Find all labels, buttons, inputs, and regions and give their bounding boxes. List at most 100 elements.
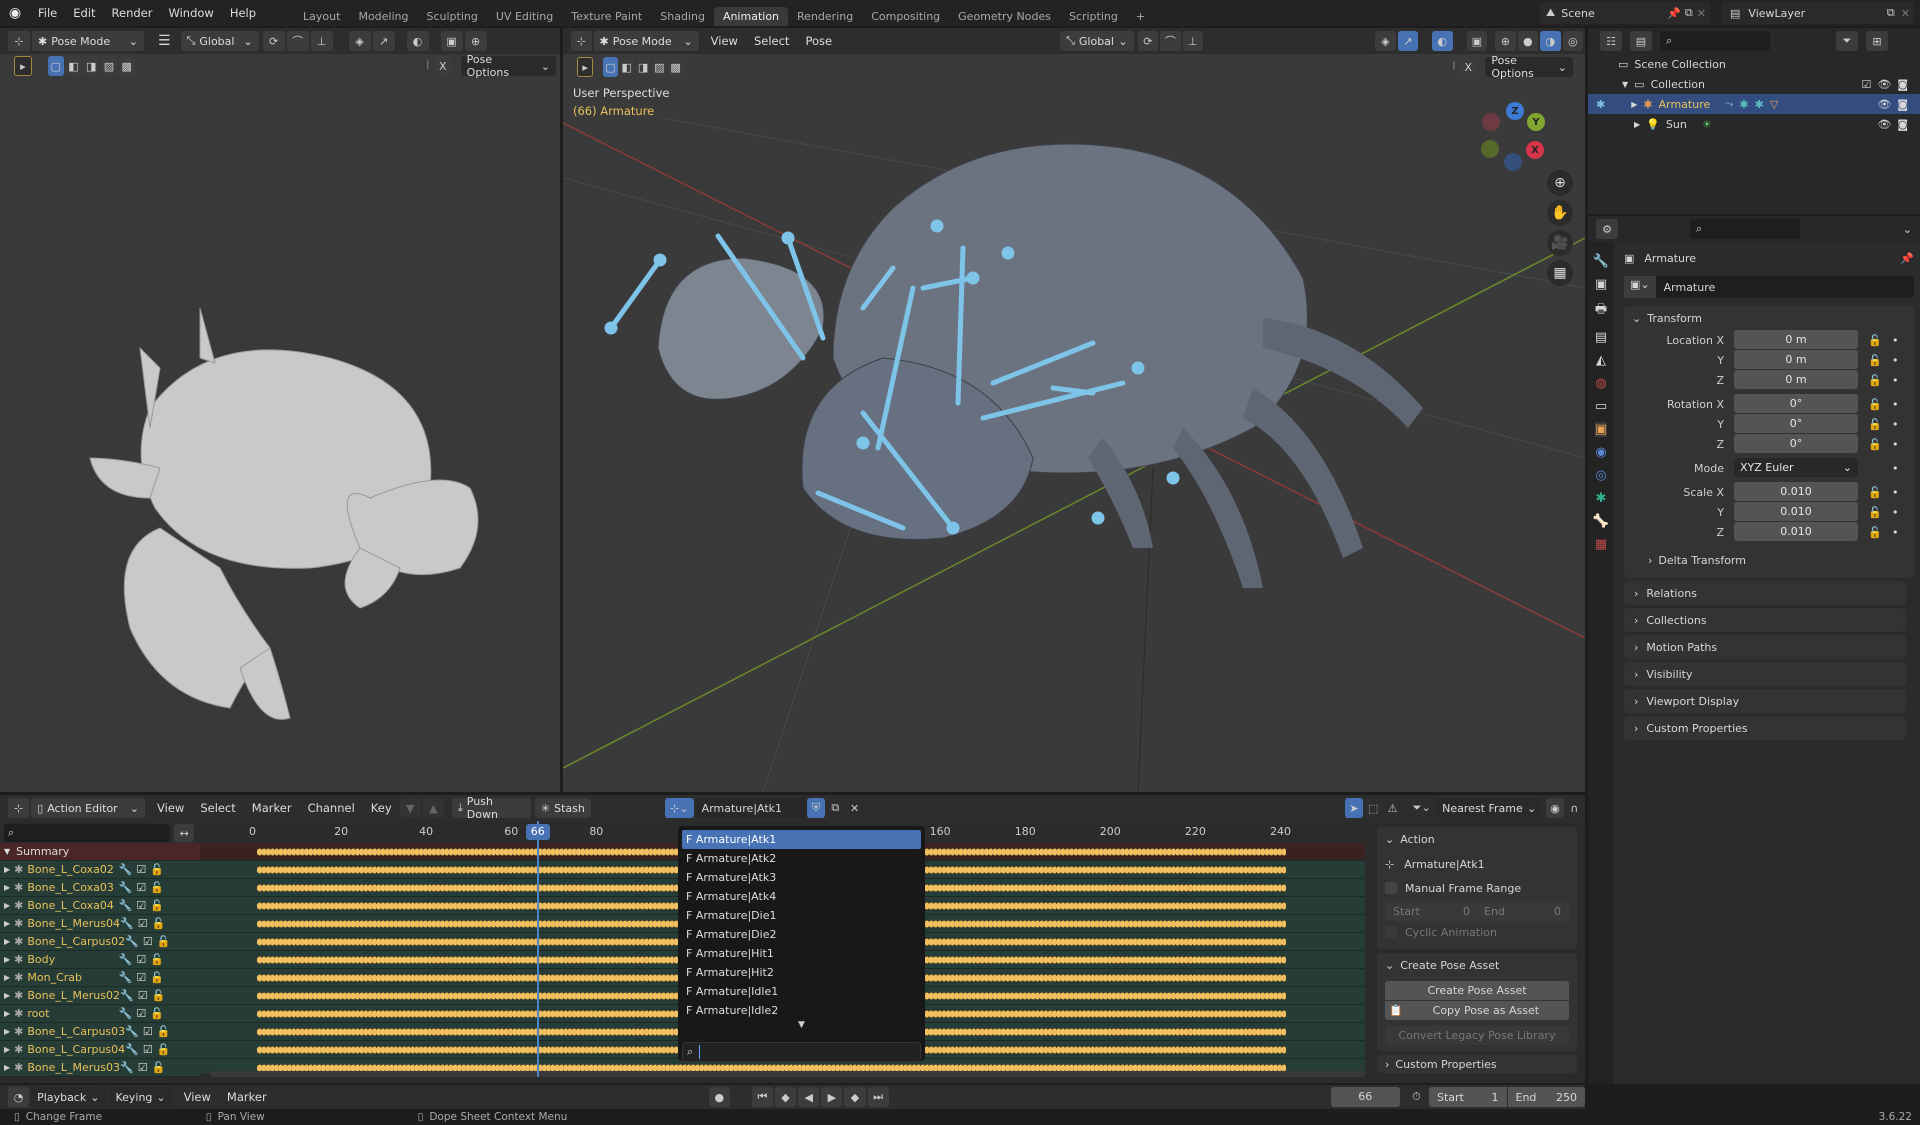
play-tool-icon[interactable]: ▸	[577, 57, 594, 77]
location-x-field[interactable]: 0 m	[1734, 330, 1858, 349]
playhead[interactable]	[536, 821, 539, 1077]
filter-icon[interactable]: ⏷	[1836, 31, 1858, 51]
tab-layout[interactable]: Layout	[303, 10, 341, 23]
action-list-item[interactable]: F Armature|Atk2	[686, 852, 777, 865]
modifier-wrench-icon[interactable]: 🔧	[120, 917, 134, 930]
camera-render-icon[interactable]: ◙	[1897, 117, 1908, 131]
current-frame-indicator[interactable]: 66	[525, 824, 550, 840]
lock-icon[interactable]: 🔓	[1868, 397, 1882, 411]
lock-icon[interactable]: 🔓	[1868, 333, 1882, 347]
expand-icon[interactable]: ▶	[4, 955, 11, 964]
modifier-wrench-icon[interactable]: 🔧	[120, 1061, 134, 1074]
select-invert-icon[interactable]: ▨	[652, 57, 667, 77]
collection-row[interactable]: ▼ ▭ Collection ☑ 👁 ◙	[1588, 74, 1920, 94]
shading-rendered-icon[interactable]: ◎	[1562, 31, 1584, 51]
lock-icon[interactable]: 🔓	[156, 935, 171, 948]
object-tab-icon[interactable]: ▣	[1594, 422, 1608, 437]
manual-frame-range-checkbox[interactable]: Manual Frame Range	[1385, 877, 1569, 899]
only-errors-icon[interactable]: ⚠	[1387, 801, 1398, 815]
menu-select[interactable]: Select	[753, 34, 790, 48]
lock-icon[interactable]: 🔓	[1868, 485, 1882, 499]
lock-icon[interactable]: 🔓	[151, 917, 166, 930]
shading-solid-icon[interactable]: ●	[1517, 31, 1539, 51]
main-viewport[interactable]: ⊹ ✱ Pose Mode ⌄ View Select Pose ⤡ Global ⌄ …	[563, 28, 1585, 792]
new-action-icon[interactable]: ⧉	[831, 801, 840, 814]
record-icon[interactable]: ●	[708, 1087, 730, 1107]
keyframe-dot-icon[interactable]: •	[1892, 461, 1899, 475]
eye-icon[interactable]: 👁	[1877, 77, 1892, 91]
delta-transform-subpanel[interactable]: › Delta Transform	[1624, 548, 1914, 572]
pin-icon[interactable]: 📌	[1667, 6, 1681, 20]
select-extend-icon[interactable]: ◧	[65, 56, 82, 76]
lock-icon[interactable]: 🔓	[150, 953, 164, 966]
physics-tab-icon[interactable]: ◉	[1595, 445, 1607, 460]
tool-tab-icon[interactable]: 🔧	[1592, 254, 1610, 269]
fit-horizontal-icon[interactable]: ↔	[174, 824, 194, 842]
relations-panel[interactable]: › Relations	[1624, 581, 1906, 605]
lock-icon[interactable]: 🔓	[1868, 373, 1882, 387]
start-frame-field[interactable]: Start 1	[1429, 1087, 1507, 1107]
xray-icon[interactable]: ▣	[440, 31, 463, 51]
left-viewport[interactable]: ⊹ ✱ Pose Mode ⌄ ☰ ⤡ Global ⌄ ⟳ ⌒ ⊥ ◈ ↗ ◐ ▣ ⊕…	[0, 28, 560, 792]
outliner-item-armature[interactable]: ✱ ▶ ✱ Armature ⤳ ✱ ✱ ▽ 👁 ◙	[1588, 94, 1920, 114]
scale-y-field[interactable]: 0.010	[1734, 502, 1858, 521]
pivot-icon[interactable]: ⟳	[262, 31, 285, 51]
only-selected-icon[interactable]: ➤	[1345, 798, 1363, 818]
expand-icon[interactable]: ▶	[4, 919, 11, 928]
create-pose-asset-button[interactable]: Create Pose Asset	[1385, 981, 1569, 1000]
lock-icon[interactable]: 🔓	[150, 863, 164, 876]
end-field[interactable]: 0	[1554, 904, 1561, 918]
mirror-icon[interactable]: ⦚	[1452, 60, 1456, 73]
gizmo-z[interactable]: Z	[1506, 102, 1524, 120]
select-new-icon[interactable]: ▢	[603, 57, 618, 77]
menu-select[interactable]: Select	[200, 801, 236, 815]
eye-icon[interactable]: 👁	[1877, 117, 1892, 131]
action-list-item[interactable]: F Armature|Idle2	[686, 1004, 779, 1017]
expand-icon[interactable]: ▶	[4, 991, 11, 1000]
orientation-selector[interactable]: ⤡ Global ⌄	[180, 31, 259, 51]
modifier-wrench-icon[interactable]: 🔧	[120, 989, 134, 1002]
eye-icon[interactable]: 👁	[1877, 97, 1892, 111]
scene-selector[interactable]: ⛰ Scene 📌 ⧉ ✕	[1540, 2, 1710, 24]
action-list-item[interactable]: F Armature|Die2	[686, 928, 777, 941]
modifier-wrench-icon[interactable]: 🔧	[118, 1007, 133, 1020]
expand-icon[interactable]: ▼	[4, 847, 11, 856]
zoom-icon[interactable]: ⊕	[1547, 170, 1573, 196]
editor-type-icon[interactable]: ⊹	[8, 798, 30, 818]
jump-start-icon[interactable]: ⏮	[751, 1087, 773, 1107]
lock-icon[interactable]: 🔓	[1868, 437, 1882, 451]
expand-icon[interactable]: ▶	[1634, 119, 1641, 129]
mode-selector[interactable]: ✱ Pose Mode ⌄	[593, 31, 699, 51]
expand-icon[interactable]: ▶	[4, 865, 11, 874]
action-search-input[interactable]: ⌕	[682, 1042, 921, 1062]
mute-checkbox-icon[interactable]: ☑	[142, 1043, 153, 1056]
menu-view[interactable]: View	[710, 34, 738, 48]
convert-legacy-button[interactable]: Convert Legacy Pose Library	[1385, 1026, 1569, 1045]
keyframe-dot-icon[interactable]: •	[1892, 373, 1899, 387]
lock-icon[interactable]: 🔓	[150, 899, 164, 912]
action-list-item[interactable]: F Armature|Atk3	[686, 871, 777, 884]
outliner-search[interactable]: ⌕	[1660, 31, 1770, 51]
mute-checkbox-icon[interactable]: ☑	[142, 935, 153, 948]
menu-render[interactable]: Render	[111, 6, 153, 20]
show-hidden-icon[interactable]: ⬚	[1368, 801, 1379, 815]
lock-icon[interactable]: 🔓	[156, 1025, 171, 1038]
hamburger-menu-icon[interactable]: ☰	[158, 33, 171, 49]
start-field[interactable]: 0	[1463, 904, 1470, 918]
keying-menu[interactable]: Keying ⌄	[109, 1087, 172, 1107]
wireframe-icon[interactable]: ⊕	[464, 31, 487, 51]
lock-icon[interactable]: 🔓	[1868, 505, 1882, 519]
editor-type-icon[interactable]: ⚙	[1596, 219, 1618, 239]
editor-mode-dropdown[interactable]: ▯ Action Editor ⌄	[31, 798, 146, 818]
lock-icon[interactable]: 🔓	[150, 971, 164, 984]
keyframe-dot-icon[interactable]: •	[1892, 525, 1899, 539]
properties-search[interactable]: ⌕	[1690, 219, 1800, 239]
location-z-field[interactable]: 0 m	[1734, 370, 1858, 389]
checkbox[interactable]	[1385, 926, 1397, 938]
end-frame-field[interactable]: End 250	[1507, 1087, 1585, 1107]
select-subtract-icon[interactable]: ◨	[83, 56, 100, 76]
mode-selector[interactable]: ✱ Pose Mode ⌄	[32, 31, 144, 51]
editor-type-icon[interactable]: ⊹	[8, 31, 30, 51]
menu-key[interactable]: Key	[370, 801, 392, 815]
viewport-display-panel[interactable]: › Viewport Display	[1624, 689, 1906, 713]
